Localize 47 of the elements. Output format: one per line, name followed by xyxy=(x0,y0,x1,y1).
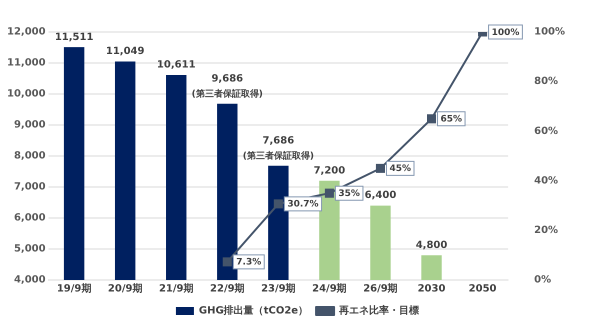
data-label: 35% xyxy=(338,189,360,200)
x-tick-label: 2050 xyxy=(468,284,497,295)
y-tick-label: 10,000 xyxy=(6,88,46,100)
y2-tick-label: 80% xyxy=(534,76,558,88)
x-tick-label: 24/9期 xyxy=(312,282,347,295)
data-label: 7,686 xyxy=(262,135,294,146)
y2-tick-label: 60% xyxy=(534,126,558,137)
data-label: 100% xyxy=(492,28,520,38)
data-label: 11,049 xyxy=(106,46,145,58)
x-tick-label: 2030 xyxy=(418,284,446,295)
y2-tick-label: 100% xyxy=(534,26,566,38)
y-tick-label: 7,000 xyxy=(14,182,46,193)
point xyxy=(274,199,283,208)
y-tick-label: 9,000 xyxy=(14,120,46,131)
point xyxy=(222,257,232,266)
y-tick-label: 8,000 xyxy=(14,150,46,162)
y2-tick-label: 0% xyxy=(534,274,552,286)
data-label: 65% xyxy=(440,114,462,125)
x-tick-label: 21/9期 xyxy=(158,282,194,295)
annotation: (第三者保証取得) xyxy=(192,88,263,100)
data-label: 45% xyxy=(389,164,412,174)
annotation: (第三者保証取得) xyxy=(242,150,314,162)
y-tick-label: 6,000 xyxy=(14,212,46,224)
y2-tick-label: 20% xyxy=(534,224,558,236)
data-label: 6,400 xyxy=(364,190,396,202)
x-tick-label: 22/9期 xyxy=(210,282,245,295)
y-tick-label: 12,000 xyxy=(6,26,46,38)
data-label: 9,686 xyxy=(211,73,244,84)
x-tick-label: 26/9期 xyxy=(363,282,398,295)
data-label: 10,611 xyxy=(156,60,196,71)
y-tick-label: 5,000 xyxy=(14,244,46,255)
legend-label: GHG排出量（tCO2e） xyxy=(198,304,308,317)
data-label: 11,511 xyxy=(54,32,94,43)
point xyxy=(426,114,436,124)
y2-tick-label: 40% xyxy=(534,175,558,186)
data-label: 30.7% xyxy=(287,200,319,210)
data-label: 4,800 xyxy=(416,240,448,251)
data-label: 7.3% xyxy=(236,258,262,268)
x-tick-label: 19/9期 xyxy=(56,282,92,295)
point xyxy=(324,188,334,198)
y-tick-label: 11,000 xyxy=(6,58,46,69)
y-tick-label: 4,000 xyxy=(14,274,46,286)
legend-label: 再エネ比率・目標 xyxy=(338,304,420,317)
point xyxy=(376,164,385,173)
data-label: 7,200 xyxy=(314,165,346,176)
x-tick-label: 20/9期 xyxy=(108,282,142,295)
x-tick-label: 23/9期 xyxy=(261,282,296,295)
